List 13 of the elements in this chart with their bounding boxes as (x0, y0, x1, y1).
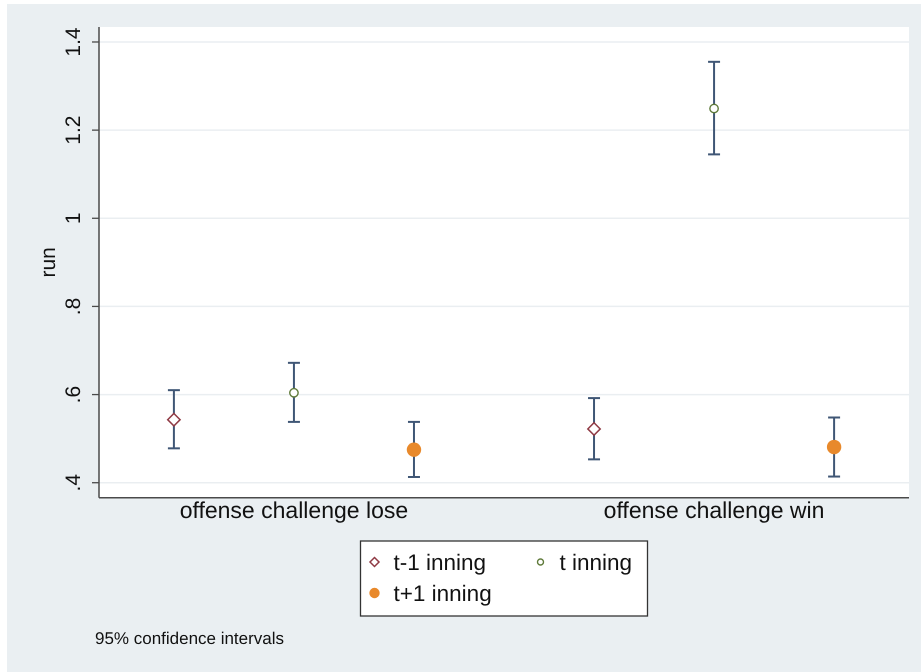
y-tick-label: .6 (62, 386, 85, 404)
legend-label: t inning (560, 550, 632, 575)
y-tick-label: .8 (62, 298, 85, 316)
y-tick-label: .4 (62, 474, 85, 492)
x-tick-label: offense challenge win (604, 497, 824, 523)
y-tick-label: 1.2 (62, 116, 85, 145)
text: 95% confidence intervals (95, 629, 284, 648)
legend-label: t-1 inning (394, 550, 486, 575)
y-tick-label: 1 (62, 212, 85, 224)
legend-label: t+1 inning (394, 581, 492, 606)
y-tick-label: 1.4 (62, 27, 85, 57)
y-axis-title: run (37, 247, 60, 278)
x-tick-label: offense challenge lose (180, 497, 408, 523)
